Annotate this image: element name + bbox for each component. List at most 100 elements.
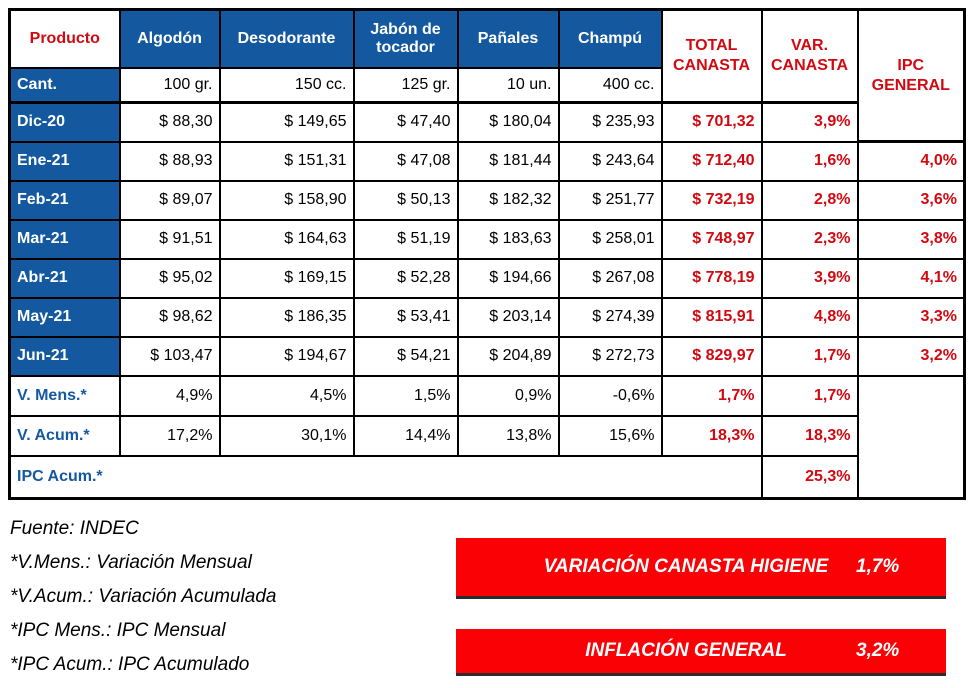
footnote-source: Fuente: INDEC xyxy=(10,518,139,539)
summary-cell: 4,9% xyxy=(118,374,221,417)
col-header-champu: Champú xyxy=(557,8,663,69)
total-cell: $ 712,40 xyxy=(660,140,763,182)
summary-cell: 1,5% xyxy=(352,374,459,417)
price-cell: $ 186,35 xyxy=(218,296,355,338)
quantity-cell: 125 gr. xyxy=(352,66,459,104)
month-row-feb-21: Feb-21 $ 89,07 $ 158,90 $ 50,13 $ 182,32… xyxy=(8,179,966,221)
var-cell: 1,6% xyxy=(760,140,859,182)
summary-row-v-mens: V. Mens.* 4,9% 4,5% 1,5% 0,9% -0,6% 1,7%… xyxy=(8,374,966,500)
month-row-mar-21: Mar-21 $ 91,51 $ 164,63 $ 51,19 $ 183,63… xyxy=(8,218,966,260)
price-cell: $ 183,63 xyxy=(456,218,560,260)
ipc-empty-cell xyxy=(856,374,966,500)
price-cell: $ 164,63 xyxy=(218,218,355,260)
price-cell: $ 203,14 xyxy=(456,296,560,338)
price-cell: $ 204,89 xyxy=(456,335,560,377)
price-cell: $ 88,30 xyxy=(118,101,221,143)
quantity-row: Cant. 100 gr. 150 cc. 125 gr. 10 un. 400… xyxy=(8,66,965,104)
price-cell: $ 51,19 xyxy=(352,218,459,260)
price-cell: $ 47,08 xyxy=(352,140,459,182)
price-cell: $ 91,51 xyxy=(118,218,221,260)
summary-cell: 30,1% xyxy=(218,414,355,457)
price-cell: $ 235,93 xyxy=(557,101,663,143)
quantity-cell: 100 gr. xyxy=(118,66,221,104)
col-header-ipc-general: IPC GENERAL xyxy=(856,8,966,143)
summary-cell: 15,6% xyxy=(557,414,663,457)
price-cell: $ 103,47 xyxy=(118,335,221,377)
price-cell: $ 52,28 xyxy=(352,257,459,299)
banner-variacion-canasta: VARIACIÓN CANASTA HIGIENE 1,7% xyxy=(456,538,946,599)
col-header-desodorante: Desodorante xyxy=(218,8,355,69)
var-cell: 18,3% xyxy=(760,414,859,457)
price-cell: $ 182,32 xyxy=(456,179,560,221)
corner-header-producto: Producto xyxy=(8,8,121,69)
col-header-jabon: Jabón de tocador xyxy=(352,8,459,69)
total-cell: $ 778,19 xyxy=(660,257,763,299)
total-cell: 18,3% xyxy=(660,414,763,457)
month-label: Mar-21 xyxy=(8,218,121,260)
price-cell: $ 95,02 xyxy=(118,257,221,299)
var-cell: 1,7% xyxy=(760,335,859,377)
var-cell: 3,9% xyxy=(760,257,859,299)
summary-label: V. Acum.* xyxy=(8,414,121,457)
price-table: Producto Algodón Desodorante Jabón de to… xyxy=(8,8,966,500)
col-header-total-canasta: TOTAL CANASTA xyxy=(660,8,763,104)
quantity-cell: 10 un. xyxy=(456,66,560,104)
banner-variacion-value: 1,7% xyxy=(856,556,900,577)
price-cell: $ 98,62 xyxy=(118,296,221,338)
month-label: Abr-21 xyxy=(8,257,121,299)
price-cell: $ 274,39 xyxy=(557,296,663,338)
month-label: Jun-21 xyxy=(8,335,121,377)
summary-cell: 0,9% xyxy=(456,374,560,417)
summary-cell: 4,5% xyxy=(218,374,355,417)
summary-row-ipc-acum: IPC Acum.* 25,3% xyxy=(8,454,965,500)
price-cell: $ 88,93 xyxy=(118,140,221,182)
price-cell: $ 149,65 xyxy=(218,101,355,143)
price-cell: $ 267,08 xyxy=(557,257,663,299)
col-header-panales: Pañales xyxy=(456,8,560,69)
var-cell: 3,9% xyxy=(760,101,859,143)
price-cell: $ 169,15 xyxy=(218,257,355,299)
month-label: Feb-21 xyxy=(8,179,121,221)
price-cell: $ 243,64 xyxy=(557,140,663,182)
month-row-abr-21: Abr-21 $ 95,02 $ 169,15 $ 52,28 $ 194,66… xyxy=(8,257,966,299)
banner-inflacion-general: INFLACIÓN GENERAL 3,2% xyxy=(456,629,946,676)
total-cell: $ 815,91 xyxy=(660,296,763,338)
footnote-v-acum: *V.Acum.: Variación Acumulada xyxy=(10,586,277,607)
month-row-jun-21: Jun-21 $ 103,47 $ 194,67 $ 54,21 $ 204,8… xyxy=(8,335,966,377)
price-cell: $ 181,44 xyxy=(456,140,560,182)
footnote-ipc-mens: *IPC Mens.: IPC Mensual xyxy=(10,620,226,641)
price-cell: $ 54,21 xyxy=(352,335,459,377)
total-cell: $ 701,32 xyxy=(660,101,763,143)
price-cell: $ 47,40 xyxy=(352,101,459,143)
total-cell: $ 829,97 xyxy=(660,335,763,377)
footnote-v-mens: *V.Mens.: Variación Mensual xyxy=(10,552,252,573)
price-cell: $ 194,66 xyxy=(456,257,560,299)
banner-inflacion-label: INFLACIÓN GENERAL xyxy=(585,640,787,661)
summary-cell: 17,2% xyxy=(118,414,221,457)
col-header-var-canasta: VAR. CANASTA xyxy=(760,8,859,104)
banner-variacion-label: VARIACIÓN CANASTA HIGIENE xyxy=(543,556,829,577)
banner-inflacion-value: 3,2% xyxy=(856,640,900,661)
month-row-ene-21: Ene-21 $ 88,93 $ 151,31 $ 47,08 $ 181,44… xyxy=(8,140,966,182)
var-cell: 2,3% xyxy=(760,218,859,260)
summary-cell: 14,4% xyxy=(352,414,459,457)
month-label: Dic-20 xyxy=(8,101,121,143)
var-cell: 2,8% xyxy=(760,179,859,221)
ipc-acum-value: 25,3% xyxy=(760,454,859,500)
month-row-may-21: May-21 $ 98,62 $ 186,35 $ 53,41 $ 203,14… xyxy=(8,296,966,338)
price-cell: $ 180,04 xyxy=(456,101,560,143)
month-row-dic-20: Dic-20 $ 88,30 $ 149,65 $ 47,40 $ 180,04… xyxy=(8,101,965,143)
price-cell: $ 53,41 xyxy=(352,296,459,338)
ipc-acum-label: IPC Acum.* xyxy=(8,454,763,500)
total-cell: 1,7% xyxy=(660,374,763,417)
price-cell: $ 50,13 xyxy=(352,179,459,221)
total-cell: $ 748,97 xyxy=(660,218,763,260)
quantity-cell: 400 cc. xyxy=(557,66,663,104)
footnote-ipc-acum: *IPC Acum.: IPC Acumulado xyxy=(10,654,250,675)
month-label: Ene-21 xyxy=(8,140,121,182)
price-cell: $ 272,73 xyxy=(557,335,663,377)
ipc-cell: 4,0% xyxy=(856,140,966,182)
var-cell: 1,7% xyxy=(760,374,859,417)
ipc-cell: 3,2% xyxy=(856,335,966,377)
